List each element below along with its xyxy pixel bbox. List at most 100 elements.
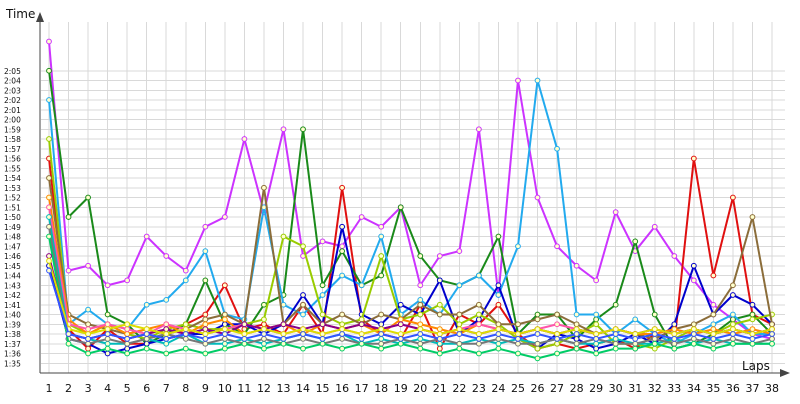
data-point (690, 340, 697, 347)
data-point (495, 301, 502, 308)
data-point (710, 335, 717, 342)
data-point (612, 335, 619, 342)
data-point (573, 262, 580, 269)
data-point (495, 326, 502, 333)
data-point (593, 277, 600, 284)
data-point (769, 326, 775, 333)
data-point (456, 311, 463, 318)
x-tick-label: 15 (316, 382, 330, 395)
data-point (46, 253, 52, 259)
data-point (475, 335, 482, 342)
data-point (671, 335, 678, 342)
data-point (221, 331, 228, 337)
series-13 (46, 253, 775, 342)
data-point (671, 345, 678, 352)
data-point (475, 350, 482, 357)
data-point (319, 292, 326, 298)
data-point (163, 321, 170, 328)
data-point (397, 340, 404, 347)
y-tick-label: 1:39 (4, 320, 21, 329)
x-tick-label: 7 (163, 382, 170, 395)
data-point (671, 326, 678, 333)
data-point (65, 331, 72, 337)
y-tick-label: 1:44 (4, 272, 21, 281)
data-point (261, 340, 267, 347)
x-tick-label: 17 (355, 382, 369, 395)
y-tick-label: 2:03 (4, 86, 21, 95)
data-point (651, 331, 658, 337)
data-point (339, 272, 346, 279)
data-point (730, 316, 736, 323)
y-tick-label: 1:45 (4, 262, 21, 271)
data-point (671, 331, 678, 337)
data-point (749, 335, 756, 342)
data-point (163, 350, 170, 357)
data-point (46, 136, 52, 142)
y-tick-label: 1:52 (4, 194, 21, 203)
series-lines (46, 38, 775, 362)
data-point (221, 282, 228, 289)
y-tick-label: 1:46 (4, 252, 21, 261)
data-point (417, 321, 424, 328)
data-point (241, 340, 248, 347)
data-point (339, 243, 346, 250)
data-point (202, 331, 209, 337)
x-tick-label: 32 (648, 382, 662, 395)
series-line (48, 158, 773, 351)
series-line (48, 236, 772, 360)
data-point (339, 326, 346, 333)
data-point (85, 331, 91, 337)
data-point (593, 331, 600, 337)
data-point (300, 335, 306, 342)
x-tick-label: 38 (765, 382, 779, 395)
data-point (46, 267, 52, 274)
x-tick-label: 29 (589, 382, 603, 395)
data-point (593, 350, 600, 357)
data-point (417, 301, 424, 308)
data-point (710, 321, 717, 328)
data-point (221, 326, 228, 333)
data-point (515, 243, 521, 250)
data-point (495, 340, 502, 347)
x-tick-label: 25 (511, 382, 525, 395)
series-line (48, 80, 772, 345)
data-point (632, 335, 639, 342)
data-point (46, 257, 52, 264)
data-point (417, 296, 424, 303)
data-point (417, 345, 424, 352)
data-point (730, 282, 736, 289)
y-tick-label: 1:47 (4, 242, 21, 251)
series-4 (46, 77, 775, 347)
x-tick-label: 31 (628, 382, 642, 395)
data-point (612, 340, 619, 347)
data-point (358, 214, 365, 220)
data-point (104, 350, 111, 357)
y-tick-label: 1:57 (4, 145, 21, 154)
data-point (671, 253, 678, 259)
data-point (280, 331, 287, 337)
data-point (554, 243, 560, 250)
data-point (46, 97, 52, 103)
data-point (319, 311, 326, 318)
data-point (339, 223, 346, 230)
data-point (221, 311, 228, 318)
data-point (143, 345, 150, 352)
data-point (104, 345, 111, 352)
data-point (339, 248, 346, 255)
grid (41, 22, 785, 373)
data-point (651, 326, 658, 333)
y-tick-label: 2:04 (4, 77, 21, 86)
data-point (46, 67, 52, 74)
data-point (456, 331, 463, 337)
data-point (710, 301, 717, 308)
x-tick-label: 20 (413, 382, 427, 395)
data-point (515, 335, 521, 342)
data-point (339, 331, 346, 337)
data-point (730, 340, 736, 347)
data-point (436, 350, 443, 357)
data-point (378, 331, 385, 337)
data-point (495, 282, 502, 289)
data-point (534, 194, 541, 201)
data-point (46, 233, 52, 240)
